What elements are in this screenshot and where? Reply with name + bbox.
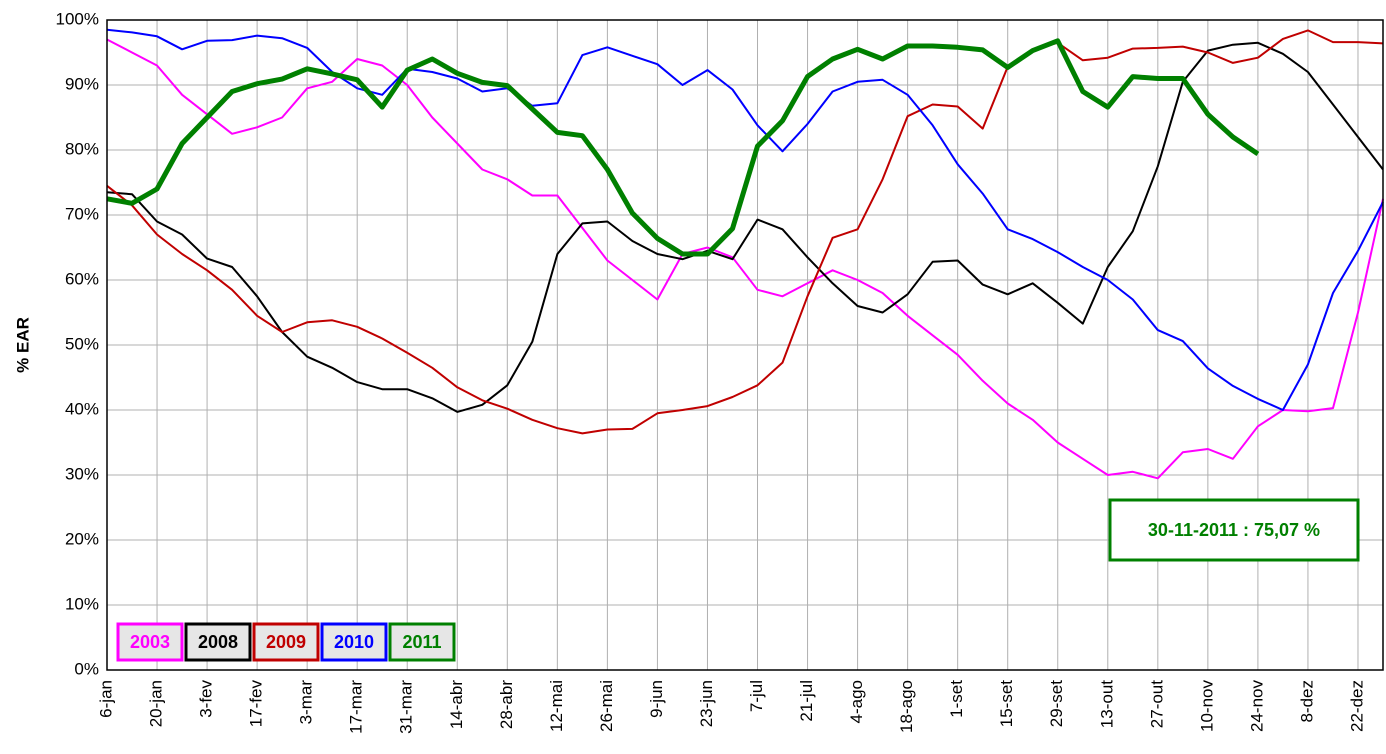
x-tick-label: 8-dez: [1297, 680, 1316, 723]
annotation-box: [1108, 498, 1360, 562]
x-tick-label: 17-mar: [347, 680, 366, 734]
y-tick-label: 10%: [65, 594, 99, 613]
series-line: [106, 28, 1384, 411]
x-tick-label: 20-jan: [147, 680, 166, 727]
x-tick-label: 14-abr: [447, 680, 466, 729]
legend-box: [116, 622, 184, 662]
legend-label: 2010: [334, 632, 374, 652]
x-tick-label: 1-set: [947, 680, 966, 718]
plot-frame: [106, 19, 1384, 671]
x-tick-label: 3-mar: [297, 680, 316, 725]
x-tick-label: 31-mar: [397, 680, 416, 734]
x-tick-label: 28-abr: [497, 680, 516, 729]
legend-box: [388, 622, 456, 662]
annotation: 30-11-2011 : 75,07 %: [1148, 520, 1320, 540]
series-line: [106, 29, 1384, 435]
series-line: [106, 41, 1384, 413]
y-tick-label: 40%: [65, 399, 99, 418]
x-tick-label: 4-ago: [847, 680, 866, 723]
legend-box: [184, 622, 252, 662]
legend-box: [252, 622, 320, 662]
legend-label: 2008: [198, 632, 238, 652]
x-tick-label: 21-jul: [797, 680, 816, 722]
x-tick-label: 15-set: [997, 680, 1016, 728]
y-tick-label: 60%: [65, 269, 99, 288]
x-tick-label: 6-jan: [96, 680, 115, 718]
legend-label: 2009: [266, 632, 306, 652]
x-tick-label: 17-fev: [247, 680, 266, 728]
y-tick-label: 100%: [56, 9, 99, 28]
y-tick-label: 0%: [74, 659, 99, 678]
x-tick-label: 29-set: [1047, 680, 1066, 728]
x-tick-label: 23-jun: [697, 680, 716, 727]
y-tick-label: 50%: [65, 334, 99, 353]
y-tick-label: 90%: [65, 74, 99, 93]
y-tick-label: 70%: [65, 204, 99, 223]
grid: [106, 19, 1383, 671]
x-tick-label: 26-mai: [597, 680, 616, 732]
legend-label: 2011: [402, 632, 441, 652]
y-tick-label: 80%: [65, 139, 99, 158]
lines: [106, 28, 1384, 480]
x-tick-label: 13-out: [1097, 680, 1116, 728]
series-line: [106, 38, 1260, 257]
x-tick-label: 12-mai: [547, 680, 566, 732]
x-tick-label: 27-out: [1147, 680, 1166, 728]
series-line: [106, 38, 1384, 480]
x-tick-label: 18-ago: [897, 680, 916, 733]
legend-label: 2003: [130, 632, 170, 652]
x-tick-label: 10-nov: [1197, 680, 1216, 732]
x-tick-label: 9-jun: [647, 680, 666, 718]
y-axis-label: % EAR: [13, 317, 32, 373]
x-tick-label: 22-dez: [1347, 680, 1366, 732]
y-tick-label: 20%: [65, 529, 99, 548]
x-tick-label: 3-fev: [197, 680, 216, 718]
legend-box: [320, 622, 388, 662]
y-tick-label: 30%: [65, 464, 99, 483]
x-tick-label: 24-nov: [1247, 680, 1266, 732]
x-tick-label: 7-jul: [747, 680, 766, 712]
